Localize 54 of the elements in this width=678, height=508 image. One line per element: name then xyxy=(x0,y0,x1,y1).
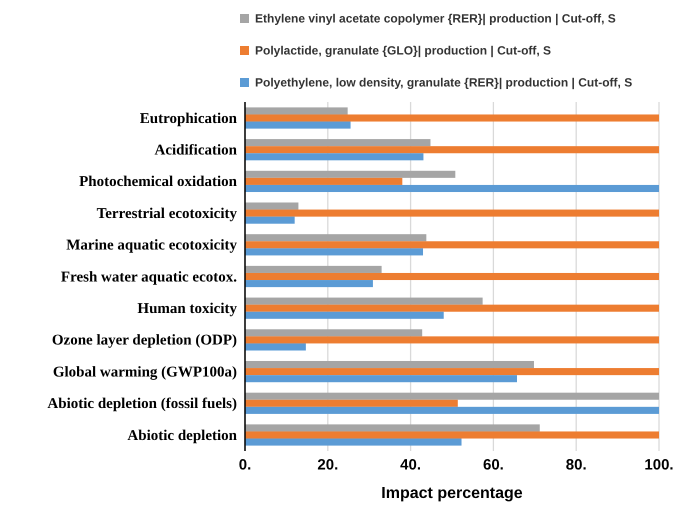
bar xyxy=(245,375,517,382)
y-tick-label: Eutrophication xyxy=(140,110,238,127)
bar xyxy=(245,170,456,178)
y-tick-label: Photochemical oxidation xyxy=(79,174,238,190)
y-tick-label: Acidification xyxy=(154,142,238,159)
bar xyxy=(245,216,295,224)
bar xyxy=(245,234,426,242)
bar xyxy=(245,210,659,217)
bar xyxy=(245,360,534,368)
bar xyxy=(245,343,306,351)
bar xyxy=(245,202,298,210)
y-tick-label: Terrestrial ecotoxicity xyxy=(96,206,238,222)
y-tick-label: Abiotic depletion xyxy=(127,428,238,444)
bar xyxy=(245,406,659,414)
bar xyxy=(245,298,483,305)
bar xyxy=(245,368,659,376)
x-axis-title: Impact percentage xyxy=(381,485,523,502)
x-tick-label: 60. xyxy=(482,456,504,474)
bar xyxy=(245,122,351,129)
bar xyxy=(245,248,424,256)
y-tick-label: Marine aquatic ecotoxicity xyxy=(66,238,238,254)
bar xyxy=(245,400,458,407)
legend-label: Polyethylene, low density, granulate {RER}| production | Cut-off, S xyxy=(255,76,632,90)
y-tick-label: Abiotic depletion (fossil fuels) xyxy=(47,396,237,412)
bar xyxy=(245,438,462,446)
bar xyxy=(245,146,659,154)
bar xyxy=(245,241,659,248)
y-tick-label: Human toxicity xyxy=(137,301,238,317)
bar xyxy=(245,266,382,273)
bar xyxy=(245,329,422,336)
bar xyxy=(245,153,424,160)
bar xyxy=(245,431,659,439)
x-tick-label: 0. xyxy=(238,456,252,474)
bar xyxy=(245,304,659,312)
x-tick-label: 20. xyxy=(317,456,338,474)
legend-label: Polylactide, granulate {GLO}| production | Cut-off, S xyxy=(255,44,552,58)
bar xyxy=(245,107,348,114)
bar xyxy=(245,178,402,185)
x-tick-label: 80. xyxy=(566,456,587,474)
bar xyxy=(245,139,430,146)
legend-label: Ethylene vinyl acetate copolymer {RER}| production | Cut-off, S xyxy=(255,12,616,26)
bar xyxy=(245,392,659,400)
bar xyxy=(245,336,659,344)
y-tick-label: Global warming (GWP100a) xyxy=(52,364,237,380)
bar xyxy=(245,114,659,122)
x-tick-label: 40. xyxy=(400,456,422,474)
bar xyxy=(245,424,540,432)
y-tick-label: Ozone layer depletion (ODP) xyxy=(52,332,237,349)
x-tick-label: 100. xyxy=(644,456,674,474)
y-tick-label: Fresh water aquatic ecotox. xyxy=(60,269,238,286)
bar xyxy=(245,280,373,288)
bar xyxy=(245,272,659,280)
bar xyxy=(245,184,659,192)
bar xyxy=(245,312,444,319)
